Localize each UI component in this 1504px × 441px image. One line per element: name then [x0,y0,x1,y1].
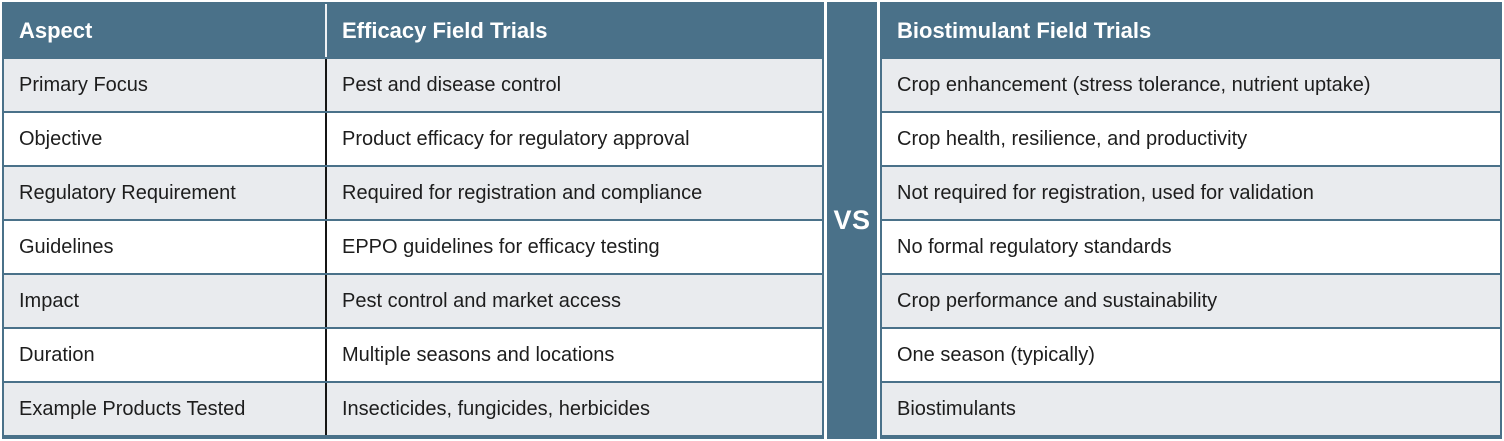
table-row: One season (typically) [882,327,1500,381]
aspect-cell: Impact [4,275,327,327]
aspect-cell: Guidelines [4,221,327,273]
table-row: Example Products Tested Insecticides, fu… [4,381,822,435]
table-body: Crop enhancement (stress tolerance, nutr… [882,57,1500,435]
vs-divider: VS [827,2,877,439]
table-body: Primary Focus Pest and disease control O… [4,57,822,435]
biostimulant-cell: Crop enhancement (stress tolerance, nutr… [897,74,1371,96]
biostimulant-cell: Crop health, resilience, and productivit… [897,128,1248,150]
aspect-cell: Duration [4,329,327,381]
table-row: Primary Focus Pest and disease control [4,57,822,111]
vs-label: VS [833,205,871,235]
table-row: Duration Multiple seasons and locations [4,327,822,381]
aspect-cell: Objective [4,113,327,165]
efficacy-cell: Required for registration and compliance [342,182,703,204]
table-row: Guidelines EPPO guidelines for efficacy … [4,219,822,273]
table-row: Regulatory Requirement Required for regi… [4,165,822,219]
table-row: Crop health, resilience, and productivit… [882,111,1500,165]
efficacy-cell: Pest control and market access [342,290,622,312]
aspect-cell: Regulatory Requirement [4,167,327,219]
biostimulant-cell: One season (typically) [897,344,1095,366]
aspect-cell: Primary Focus [4,59,327,111]
biostimulant-cell: Not required for registration, used for … [897,182,1314,204]
efficacy-cell: EPPO guidelines for efficacy testing [342,236,660,258]
biostimulant-cell: Crop performance and sustainability [897,290,1218,312]
biostimulant-cell: Biostimulants [897,398,1016,420]
efficacy-cell: Pest and disease control [342,74,562,96]
biostimulant-table: Biostimulant Field Trials Crop enhanceme… [880,2,1502,439]
efficacy-cell: Product efficacy for regulatory approval [342,128,690,150]
table-row: Impact Pest control and market access [4,273,822,327]
efficacy-header: Efficacy Field Trials [342,17,548,43]
aspect-cell: Example Products Tested [4,383,327,435]
table-header-row: Aspect Efficacy Field Trials [4,4,822,57]
efficacy-cell: Multiple seasons and locations [342,344,615,366]
table-row: Crop performance and sustainability [882,273,1500,327]
table-header-row: Biostimulant Field Trials [882,4,1500,57]
biostimulant-header: Biostimulant Field Trials [897,17,1152,43]
efficacy-cell: Insecticides, fungicides, herbicides [342,398,650,420]
table-row: Objective Product efficacy for regulator… [4,111,822,165]
table-row: Crop enhancement (stress tolerance, nutr… [882,57,1500,111]
table-row: No formal regulatory standards [882,219,1500,273]
efficacy-table: Aspect Efficacy Field Trials Primary Foc… [2,2,824,439]
table-row: Not required for registration, used for … [882,165,1500,219]
biostimulant-cell: No formal regulatory standards [897,236,1172,258]
table-row: Biostimulants [882,381,1500,435]
aspect-header: Aspect [4,4,327,57]
